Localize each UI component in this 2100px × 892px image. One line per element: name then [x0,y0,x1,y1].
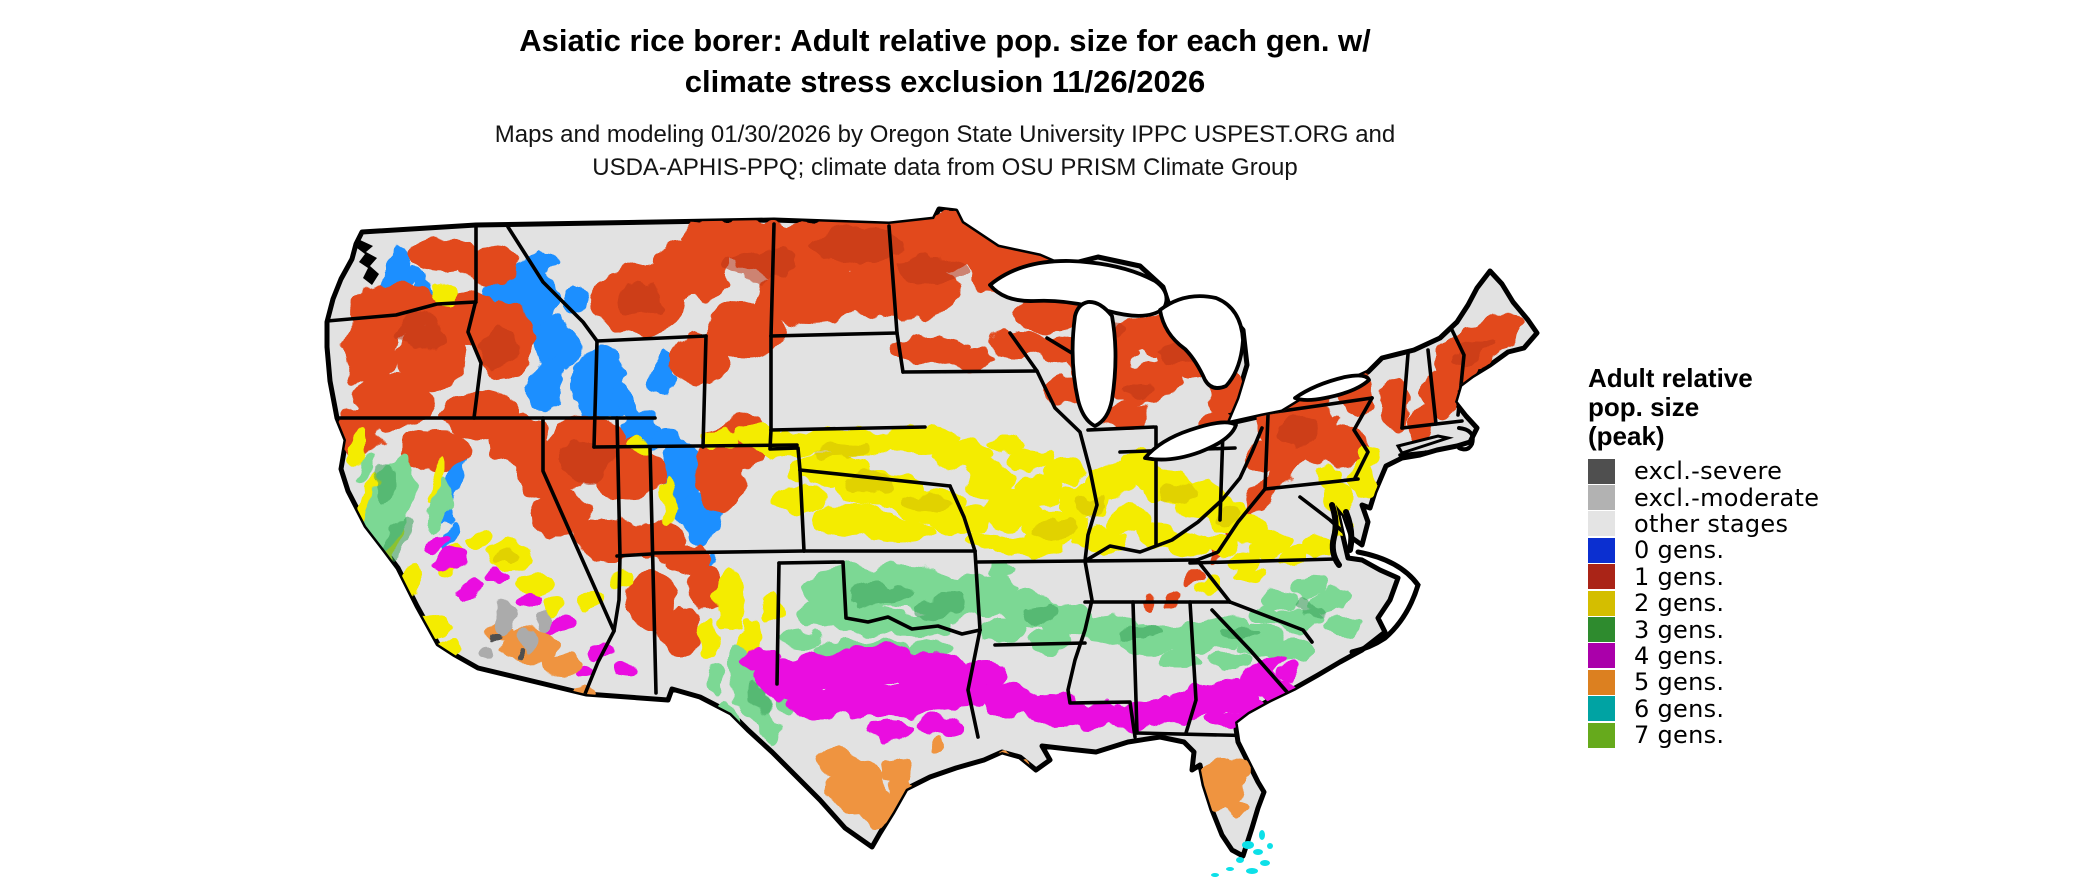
lake-huron [1158,294,1245,390]
map-region-6-gens [1211,830,1273,877]
map-region-1-gens-dark [395,227,1491,480]
legend-item: 7 gens. [1588,721,1908,750]
legend-item: 2 gens. [1588,589,1908,618]
legend-item: 0 gens. [1588,536,1908,565]
map-region-2-gens-dark [498,442,1244,566]
lake-erie [1143,420,1238,462]
legend-swatch [1588,590,1615,616]
legend-swatch [1588,643,1615,669]
legend-items: excl.-severe excl.-moderate other stages 0 … [1588,457,1908,750]
legend-label: 6 gens. [1634,694,1725,723]
legend-swatch [1588,564,1615,590]
legend-swatch [1588,722,1615,748]
legend-label: 0 gens. [1634,536,1725,565]
legend-item: other stages [1588,509,1908,538]
great-lakes [988,259,1371,462]
subtitle-line-2: USDA-APHIS-PPQ; climate data from OSU PR… [592,154,1298,181]
legend-label: excl.-severe [1634,457,1783,486]
legend-label: other stages [1634,509,1789,538]
puget-sound [357,240,379,285]
legend-title: Adult relative pop. size (peak) [1588,364,1908,451]
legend-item: 1 gens. [1588,562,1908,591]
legend: Adult relative pop. size (peak) excl.-se… [1588,364,1908,750]
legend-title-line-3: (peak) [1588,421,1665,451]
legend-item: excl.-moderate [1588,483,1908,512]
figure-title: Asiatic rice borer: Adult relative pop. … [325,20,1565,102]
lake-ontario [1293,373,1371,402]
legend-label: 2 gens. [1634,589,1725,618]
legend-swatch [1588,458,1615,484]
title-line-2: climate stress exclusion 11/26/2026 [684,64,1206,99]
map-region-0-gens [382,239,720,569]
legend-label: 3 gens. [1634,615,1725,644]
cape-cod [1457,426,1475,452]
legend-swatch [1588,617,1615,643]
legend-label: 4 gens. [1634,641,1725,670]
legend-swatch [1588,485,1615,511]
figure-subtitle: Maps and modeling 01/30/2026 by Oregon S… [325,118,1565,184]
legend-item: 4 gens. [1588,641,1908,670]
legend-swatch [1588,696,1615,722]
lake-michigan [1070,300,1118,428]
state-borders [327,222,1466,739]
subtitle-line-1: Maps and modeling 01/30/2026 by Oregon S… [494,121,1396,148]
map-region-excl-severe [492,629,524,660]
legend-item: 5 gens. [1588,668,1908,697]
legend-item: 3 gens. [1588,615,1908,644]
map-region-1-gens [338,214,1524,655]
legend-item: excl.-severe [1588,457,1908,486]
legend-item: 6 gens. [1588,694,1908,723]
legend-title-line-2: pop. size [1588,392,1700,422]
legend-label: 5 gens. [1634,668,1725,697]
outer-banks [1349,549,1421,655]
legend-title-line-1: Adult relative [1588,363,1753,393]
legend-label: excl.-moderate [1634,483,1820,512]
legend-swatch [1588,511,1615,537]
title-line-1: Asiatic rice borer: Adult relative pop. … [519,23,1371,58]
map-region-3-gens-dark [374,460,1324,718]
long-island [1395,434,1454,455]
legend-label: 1 gens. [1634,562,1725,591]
legend-swatch [1588,669,1615,695]
chesapeake-bay [1329,502,1355,568]
map-region-excl-moderate [480,597,553,658]
legend-swatch [1588,537,1615,563]
legend-label: 7 gens. [1634,721,1725,750]
